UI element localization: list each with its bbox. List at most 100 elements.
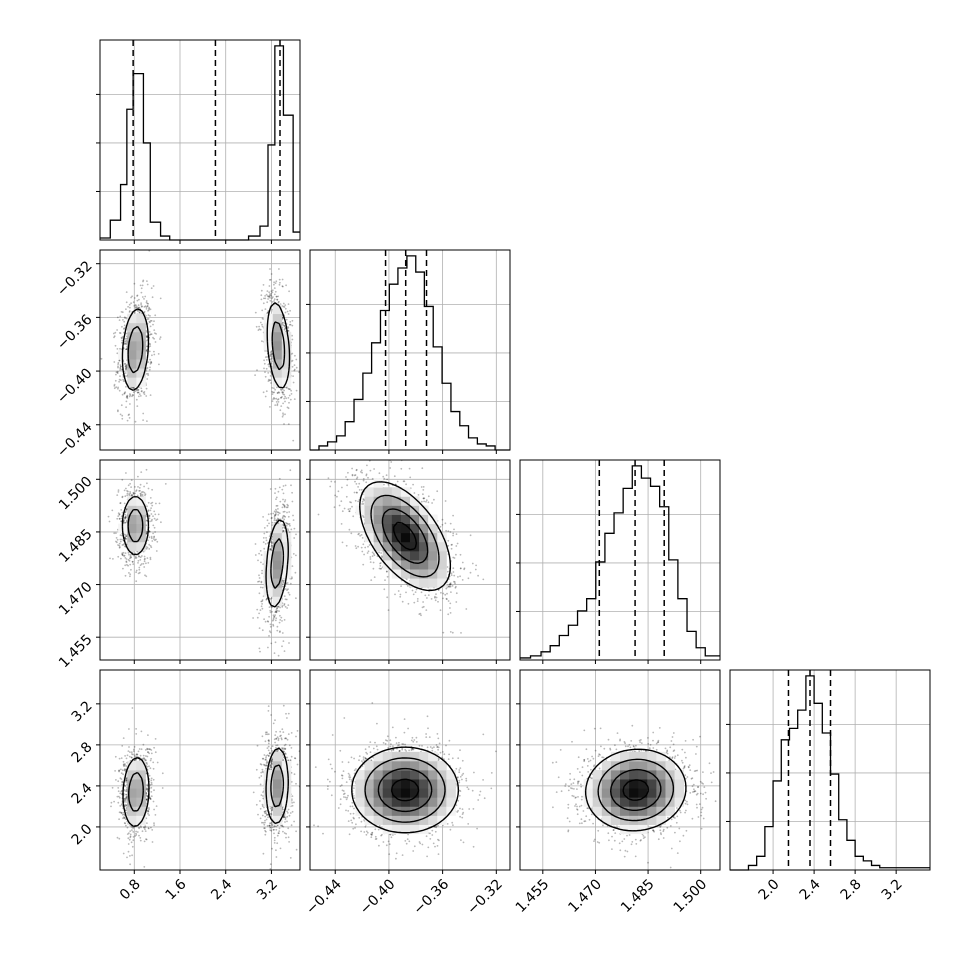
scatter-point [283,397,286,400]
scatter-point [290,484,292,487]
histogram-bin [596,562,605,660]
scatter-point [287,330,290,332]
scatter-point [124,372,127,374]
scatter-point [122,543,125,546]
scatter-point [151,540,154,542]
scatter-point [155,333,158,335]
scatter-point [153,329,156,331]
scatter-point [272,625,275,627]
scatter-point [270,642,273,645]
scatter-point [116,371,119,374]
scatter-point [301,360,303,362]
density-cell [263,322,274,333]
scatter-point [254,554,257,556]
scatter-point [154,539,156,542]
scatter-point [359,471,362,473]
scatter-point [154,531,157,533]
density-cell [136,350,146,360]
scatter-point [274,521,276,524]
scatter-point [288,531,291,534]
scatter-point [282,503,285,506]
scatter-point [124,517,126,519]
scatter-point [277,398,280,400]
scatter-point [141,305,144,308]
scatter-point [347,508,350,511]
scatter-point [269,353,272,356]
scatter-point [258,577,261,579]
scatter-point [271,353,273,356]
scatter-point [121,552,124,554]
scatter-point [135,304,138,307]
scatter-point [278,631,281,633]
scatter-point [125,508,128,511]
scatter-point [277,511,280,514]
scatter-point [279,614,281,617]
scatter-point [285,386,287,389]
scatter-point [259,586,262,589]
scatter-point [270,548,272,551]
contour-line [121,496,289,608]
scatter-point [131,395,133,398]
scatter-point [270,294,273,297]
scatter-point [287,387,290,390]
scatter-point [145,468,148,471]
scatter-point [295,554,297,557]
scatter-point [125,332,128,335]
scatter-point [288,401,290,404]
scatter-point [348,510,351,512]
scatter-point [357,545,359,548]
scatter-point [281,415,284,418]
scatter-point [276,605,279,608]
scatter-point [146,505,148,508]
scatter-point [149,308,152,311]
scatter-point [129,482,132,485]
scatter-point [277,490,280,493]
scatter-point [447,585,450,588]
scatter-point [148,530,151,533]
scatter-point [116,316,119,319]
histogram-step-1 [310,255,510,451]
scatter-point [283,500,286,503]
scatter-point [127,564,129,567]
scatter-point [281,530,284,533]
scatter-point [277,295,279,298]
density-cell [281,340,292,351]
scatter-point [131,386,134,389]
scatter-point [136,299,139,302]
scatter-point [261,599,264,601]
scatter-point [274,404,277,406]
scatter-point [138,490,141,492]
scatter-point [146,378,149,380]
scatter-point [119,540,122,543]
scatter-point [447,585,450,588]
scatter-point [293,369,296,372]
scatter-point [112,558,114,560]
scatter-point [141,390,143,392]
scatter-point [159,336,162,339]
scatter-point [282,529,285,532]
scatter-point [125,561,128,564]
scatter-point [125,519,128,522]
scatter-point [281,278,284,281]
scatter-point [119,502,122,505]
scatter-point [285,522,287,524]
scatter-point [276,629,279,632]
scatter-point [146,420,148,422]
scatter-point [292,514,294,517]
scatter-point [275,519,278,521]
scatter-point [258,574,260,577]
histogram-bin [757,856,765,870]
scatter-point [268,379,271,382]
density-cell [281,541,292,552]
scatter-point [272,623,274,626]
scatter-point [151,488,154,491]
scatter-point [283,595,286,597]
scatter-point [121,311,124,314]
scatter-point [147,509,150,511]
scatter-point [453,528,455,531]
scatter-point [269,355,271,358]
scatter-point [422,497,425,500]
scatter-point [362,515,364,517]
scatter-point [384,579,386,581]
